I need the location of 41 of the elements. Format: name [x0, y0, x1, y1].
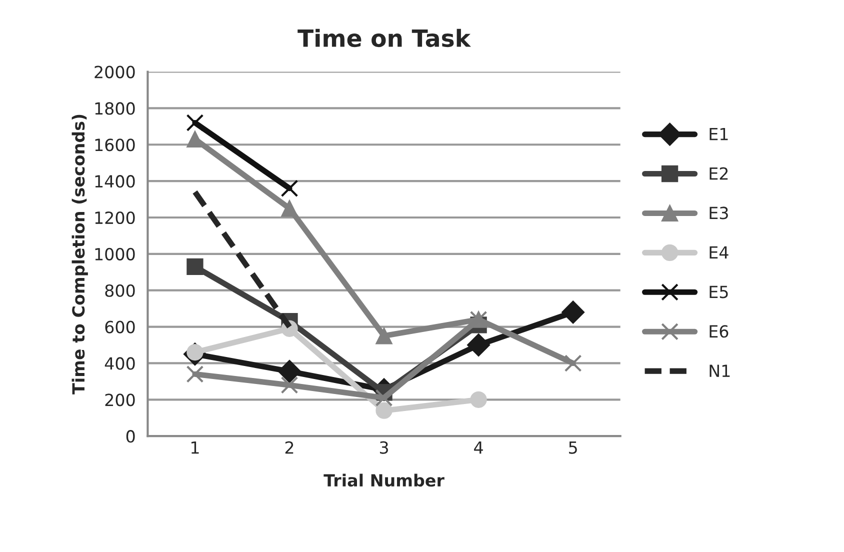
y-tick-label: 800 — [105, 284, 135, 297]
y-tick-label: 200 — [105, 394, 135, 406]
point — [186, 114, 204, 132]
legend-label: E3 — [710, 206, 728, 220]
y-tick-label: 1000 — [95, 248, 135, 260]
point — [186, 258, 204, 276]
chart-title: Time on Task — [298, 28, 471, 48]
y-tick-label: 2000 — [94, 66, 135, 78]
y-tick-label: 600 — [105, 320, 135, 334]
point — [470, 391, 487, 408]
y-tick-label: 1400 — [95, 175, 135, 188]
y-tick-label: 400 — [104, 357, 135, 370]
y-tick-label: 0 — [126, 430, 135, 443]
y-axis-title: Time to Completion (seconds) — [72, 114, 88, 394]
legend-label: E5 — [710, 286, 728, 298]
point — [562, 300, 585, 324]
legend-label: N1 — [710, 364, 730, 377]
point — [564, 354, 582, 372]
point — [186, 365, 204, 383]
x-tick-label: 5 — [569, 441, 577, 454]
x-axis-title: Trial Number — [324, 474, 444, 487]
x-tick-label: 2 — [285, 441, 294, 454]
point — [375, 389, 393, 407]
point — [280, 376, 298, 394]
legend-label: E4 — [710, 246, 728, 259]
point — [376, 402, 392, 419]
point — [376, 328, 392, 344]
point — [281, 200, 298, 217]
point — [280, 180, 298, 198]
x-tick-label: 1 — [191, 441, 199, 454]
point — [186, 130, 204, 148]
x-tick-label: 4 — [474, 441, 483, 454]
legend-label: E2 — [710, 167, 728, 180]
point — [278, 360, 301, 383]
legend-label: E6 — [710, 325, 728, 338]
y-tick-label: 1600 — [95, 138, 135, 152]
point — [467, 334, 490, 356]
legend-label: E1 — [710, 128, 728, 140]
y-tick-label: 1200 — [95, 211, 135, 224]
x-tick-label: 3 — [380, 441, 388, 454]
y-tick-label: 1800 — [95, 102, 135, 115]
